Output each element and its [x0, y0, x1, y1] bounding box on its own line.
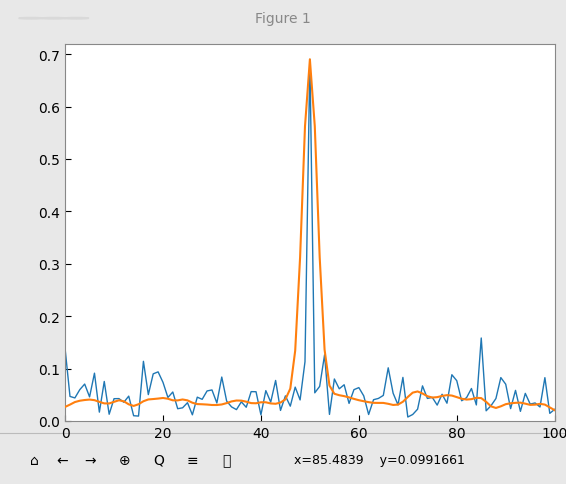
Circle shape	[19, 18, 44, 20]
Text: ←: ←	[57, 453, 68, 467]
Text: ⌂: ⌂	[29, 453, 38, 467]
Circle shape	[41, 18, 66, 20]
Text: ≡: ≡	[187, 453, 198, 467]
Text: x=85.4839    y=0.0991661: x=85.4839 y=0.0991661	[294, 454, 465, 467]
Text: Q: Q	[153, 453, 164, 467]
Text: ⊕: ⊕	[119, 453, 130, 467]
Text: Figure 1: Figure 1	[255, 12, 311, 26]
Text: 💾: 💾	[222, 453, 230, 467]
Text: →: →	[85, 453, 96, 467]
Circle shape	[64, 18, 89, 20]
